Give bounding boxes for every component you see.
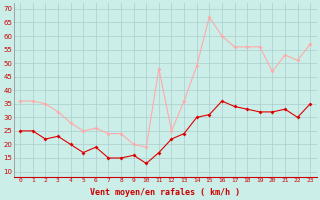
X-axis label: Vent moyen/en rafales ( km/h ): Vent moyen/en rafales ( km/h ) — [90, 188, 240, 197]
